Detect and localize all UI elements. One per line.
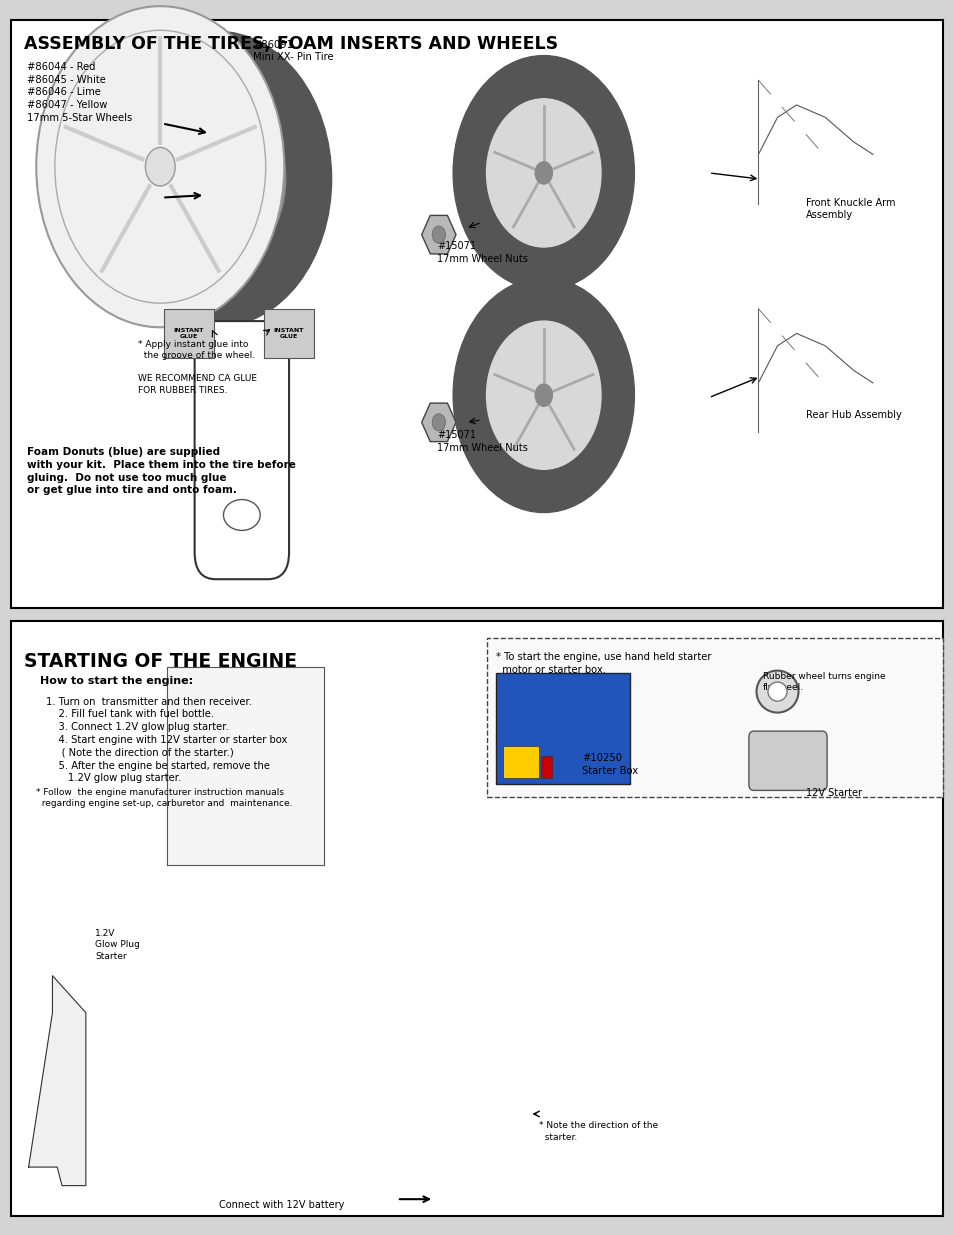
Text: INSTANT
GLUE: INSTANT GLUE: [274, 329, 304, 338]
Text: * Follow  the engine manufacturer instruction manuals
  regarding engine set-up,: * Follow the engine manufacturer instruc…: [36, 788, 293, 809]
Bar: [264, 309, 314, 358]
Circle shape: [535, 384, 552, 406]
Text: STARTING OF THE ENGINE: STARTING OF THE ENGINE: [24, 652, 296, 671]
Text: 12V Starter: 12V Starter: [805, 788, 862, 798]
Text: WE RECOMMEND CA GLUE
FOR RUBBER TIRES.: WE RECOMMEND CA GLUE FOR RUBBER TIRES.: [138, 374, 257, 395]
Bar: [496, 673, 629, 784]
Bar: [11, 20, 942, 608]
Text: 1.2V
Glow Plug
Starter: 1.2V Glow Plug Starter: [95, 929, 140, 961]
Text: How to start the engine:: How to start the engine:: [40, 676, 193, 685]
Circle shape: [149, 91, 286, 268]
Circle shape: [36, 6, 284, 327]
Text: Front Knuckle Arm
Assembly: Front Knuckle Arm Assembly: [805, 198, 895, 220]
Ellipse shape: [756, 671, 798, 713]
FancyBboxPatch shape: [748, 731, 826, 790]
Text: Connect with 12V battery: Connect with 12V battery: [219, 1200, 344, 1210]
Circle shape: [535, 162, 552, 184]
Ellipse shape: [767, 682, 786, 701]
Circle shape: [453, 56, 634, 290]
Bar: [164, 309, 213, 358]
Bar: [11, 621, 942, 1216]
Circle shape: [432, 226, 445, 243]
FancyBboxPatch shape: [194, 321, 289, 579]
Text: #15071
17mm Wheel Nuts: #15071 17mm Wheel Nuts: [436, 430, 527, 452]
Circle shape: [486, 321, 600, 469]
Text: Rubber wheel turns engine
flywheel.: Rubber wheel turns engine flywheel.: [762, 672, 885, 693]
Text: * Note the direction of the
  starter.: * Note the direction of the starter.: [538, 1121, 658, 1142]
Text: Foam Donuts (blue) are supplied
with your kit.  Place them into the tire before
: Foam Donuts (blue) are supplied with you…: [27, 447, 295, 495]
Text: #10250
Starter Box: #10250 Starter Box: [581, 753, 638, 776]
Text: #15071
17mm Wheel Nuts: #15071 17mm Wheel Nuts: [436, 241, 527, 263]
Bar: [486, 638, 942, 797]
Circle shape: [145, 147, 175, 186]
Polygon shape: [167, 667, 324, 864]
Text: ASSEMBLY OF THE TIRES, FOAM INSERTS AND WHEELS: ASSEMBLY OF THE TIRES, FOAM INSERTS AND …: [24, 35, 558, 53]
Text: * Apply instant glue into
  the groove of the wheel.: * Apply instant glue into the groove of …: [138, 340, 255, 361]
Circle shape: [453, 278, 634, 513]
Circle shape: [432, 414, 445, 431]
Bar: [540, 756, 552, 778]
Text: * To start the engine, use hand held starter
  motor or starter box.: * To start the engine, use hand held sta…: [496, 652, 711, 674]
Text: #86091
Mini XX- Pin Tire: #86091 Mini XX- Pin Tire: [253, 40, 334, 62]
Bar: [502, 746, 538, 778]
Text: Rear Hub Assembly: Rear Hub Assembly: [805, 410, 901, 420]
Circle shape: [486, 99, 600, 247]
Text: INSTANT
GLUE: INSTANT GLUE: [173, 329, 204, 338]
Circle shape: [103, 31, 332, 327]
Text: #86044 - Red
#86045 - White
#86046 - Lime
#86047 - Yellow
17mm 5-Star Wheels: #86044 - Red #86045 - White #86046 - Lim…: [27, 62, 132, 124]
Polygon shape: [29, 976, 86, 1186]
Text: 1. Turn on  transmitter and then receiver.
    2. Fill fuel tank with fuel bottl: 1. Turn on transmitter and then receiver…: [46, 697, 287, 783]
